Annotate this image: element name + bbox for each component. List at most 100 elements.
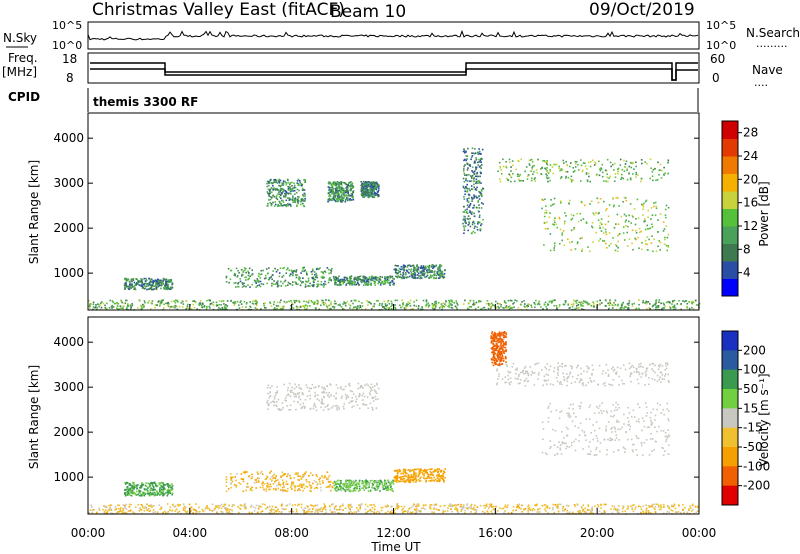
power-cell <box>591 221 594 224</box>
velocity-cell <box>159 491 161 493</box>
power-cell <box>362 186 365 189</box>
power-cell <box>473 222 476 225</box>
power-cell <box>473 212 475 215</box>
velocity-cell <box>322 388 325 390</box>
power-cell <box>330 304 332 306</box>
velocity-cell <box>281 471 284 474</box>
velocity-cell <box>308 482 311 484</box>
power-cell <box>397 275 399 277</box>
power-cell <box>281 199 283 202</box>
velocity-cell <box>315 409 318 411</box>
velocity-cell <box>242 478 244 480</box>
velocity-cell <box>442 475 445 478</box>
power-cell <box>384 304 387 307</box>
nsearch-tick-top: 10^5 <box>706 19 736 32</box>
power-cell <box>148 300 150 302</box>
power-cell <box>300 183 302 185</box>
power-cell <box>342 303 344 305</box>
velocity-cell <box>283 473 286 475</box>
power-cell <box>280 280 282 283</box>
power-cell <box>666 236 669 239</box>
power-cell <box>552 172 555 175</box>
velocity-cell <box>309 407 312 410</box>
velocity-cell <box>553 367 556 369</box>
power-cell <box>239 280 242 283</box>
power-cell <box>220 300 223 303</box>
power-cell <box>413 266 415 269</box>
velocity-cell <box>266 475 268 478</box>
power-cell <box>291 185 293 187</box>
power-cell <box>537 158 539 161</box>
power-cell <box>667 206 670 209</box>
power-cell <box>339 283 341 285</box>
power-cell <box>377 299 379 302</box>
power-cell <box>599 224 601 227</box>
power-cell <box>548 216 551 218</box>
power-cell <box>570 175 573 178</box>
power-cell <box>265 307 267 309</box>
power-cell <box>497 305 499 308</box>
velocity-cell <box>245 489 247 492</box>
power-cell <box>256 285 259 287</box>
power-cell <box>413 268 415 270</box>
power-cell <box>369 192 371 194</box>
power-cell <box>444 303 446 305</box>
power-cell <box>469 163 471 166</box>
velocity-cell <box>426 473 429 475</box>
velocity-cell <box>359 489 361 491</box>
power-cell <box>425 304 427 306</box>
power-cell <box>206 299 208 302</box>
velocity-cell <box>416 468 419 470</box>
velocity-cell <box>377 398 379 400</box>
velocity-cell <box>308 387 311 390</box>
power-cell <box>193 306 196 309</box>
power-cell <box>297 182 300 185</box>
power-cell <box>510 180 512 183</box>
velocity-cell <box>630 372 632 374</box>
velocity-cell <box>264 478 267 481</box>
velocity-cell <box>285 399 287 402</box>
power-cell <box>186 305 189 307</box>
power-cell <box>292 307 295 309</box>
velocity-cell <box>320 401 322 404</box>
power-cell <box>373 189 375 191</box>
power-cell <box>174 306 176 309</box>
velocity-cell <box>295 408 297 411</box>
power-cell <box>473 302 475 304</box>
power-cell <box>357 279 359 282</box>
power-cell <box>402 267 404 269</box>
power-cell <box>338 280 340 282</box>
power-cell <box>92 301 95 304</box>
velocity-cell <box>323 396 325 399</box>
velocity-cell <box>321 474 323 477</box>
power-cell <box>463 211 466 213</box>
power-cell <box>373 193 375 196</box>
velocity-cell <box>287 487 289 490</box>
power-cell <box>161 282 164 285</box>
velocity-cell <box>131 486 133 489</box>
power-cell <box>372 184 374 186</box>
velocity-cell <box>313 405 315 407</box>
velocity-cell <box>425 469 427 472</box>
power-cell <box>470 176 473 178</box>
power-cell <box>389 275 392 278</box>
power-cell <box>329 191 332 193</box>
velocity-cell <box>147 492 149 495</box>
power-cell <box>375 192 378 195</box>
power-cell <box>334 276 337 278</box>
power-cell <box>313 281 315 284</box>
power-cell <box>329 187 332 189</box>
power-cell <box>463 303 465 305</box>
power-cell <box>469 299 472 302</box>
velocity-cell <box>330 394 332 396</box>
velocity-cell <box>310 387 312 390</box>
colorbar-swatch <box>722 121 738 139</box>
velocity-cell <box>361 394 363 397</box>
power-cell <box>349 282 351 285</box>
power-cell <box>587 161 590 164</box>
velocity-cell <box>395 475 398 477</box>
power-cell <box>263 277 266 280</box>
velocity-cell <box>418 473 420 476</box>
power-cell <box>607 215 610 218</box>
velocity-cell <box>413 472 415 475</box>
